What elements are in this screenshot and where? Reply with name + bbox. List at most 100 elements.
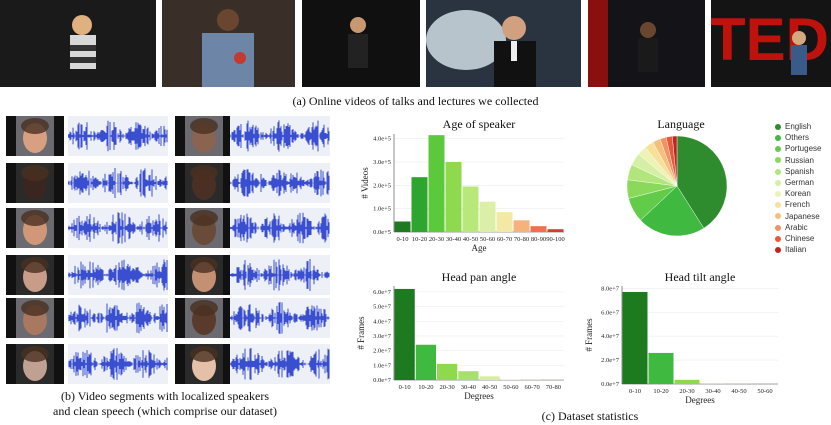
y-tick-label: 0.0e+7 xyxy=(601,381,620,388)
chart-title: Age of speaker xyxy=(443,117,516,131)
film-strip xyxy=(6,116,16,156)
film-strip xyxy=(54,208,64,248)
bar xyxy=(458,371,479,380)
legend-entry: French xyxy=(775,200,810,209)
film-strip xyxy=(175,344,185,384)
speaker-face-crop xyxy=(185,163,223,203)
y-axis-label: # Frames xyxy=(356,316,366,350)
speaker-face-crop xyxy=(185,298,223,338)
bar xyxy=(394,288,415,380)
legend-swatch xyxy=(775,235,781,242)
x-tick-label: 60-70 xyxy=(497,236,512,243)
y-tick-label: 1.0e+7 xyxy=(373,362,392,369)
bar xyxy=(415,344,436,380)
speech-waveform xyxy=(67,116,168,156)
speaker-face-crop xyxy=(16,255,54,295)
legend-label: Japanese xyxy=(785,211,820,221)
talk-photo-5 xyxy=(588,0,705,87)
film-strip xyxy=(223,255,233,295)
film-strip xyxy=(223,298,233,338)
y-tick-label: 1.0e+5 xyxy=(373,206,391,213)
bar xyxy=(445,162,462,232)
speaker-face-crop xyxy=(185,255,223,295)
film-strip xyxy=(223,344,233,384)
film-strip xyxy=(175,208,185,248)
film-strip xyxy=(223,116,233,156)
x-tick-label: 10-20 xyxy=(418,384,433,391)
legend-label: French xyxy=(785,200,810,210)
legend-entry: Arabic xyxy=(775,223,808,232)
speaker-face-crop xyxy=(16,344,54,384)
speech-waveform xyxy=(67,208,168,248)
y-tick-label: 3.0e+5 xyxy=(373,159,391,166)
film-strip xyxy=(6,208,16,248)
talk-photo-6: TED xyxy=(711,0,831,87)
speech-waveform xyxy=(67,344,168,384)
speech-waveform xyxy=(67,163,168,203)
y-axis-label: # Frames xyxy=(584,318,594,352)
film-strip xyxy=(6,344,16,384)
x-tick-label: 70-80 xyxy=(546,384,561,391)
film-strip xyxy=(175,163,185,203)
y-tick-label: 6.0e+7 xyxy=(373,289,392,296)
legend-swatch xyxy=(775,168,781,175)
film-strip xyxy=(6,163,16,203)
x-axis-label: Degrees xyxy=(464,391,494,401)
legend-entry: German xyxy=(775,178,814,187)
x-tick-label: 90-100 xyxy=(546,236,564,243)
x-tick-label: 30-40 xyxy=(705,388,720,395)
y-tick-label: 2.0e+5 xyxy=(373,182,391,189)
legend-entry: Korean xyxy=(775,189,811,198)
film-strip xyxy=(54,163,64,203)
talk-photo-1 xyxy=(0,0,156,87)
speaker-face-crop xyxy=(16,163,54,203)
y-tick-label: 5.0e+7 xyxy=(373,304,392,311)
speaker-face-crop xyxy=(16,208,54,248)
y-tick-label: 4.0e+7 xyxy=(601,333,620,340)
head-pan-chart: Head pan angle 0.0e+7 1.0e+7 2.0e+7 3.0e+7 4.… xyxy=(356,270,564,401)
x-tick-label: 30-40 xyxy=(461,384,476,391)
speech-waveform xyxy=(67,298,168,338)
legend-swatch xyxy=(775,157,781,164)
pie-slice xyxy=(672,135,678,187)
speech-waveform xyxy=(67,255,168,295)
y-tick-label: 3.0e+7 xyxy=(373,333,392,340)
legend-swatch xyxy=(775,213,781,220)
legend-entry: Chinese xyxy=(775,234,814,243)
y-tick-label: 8.0e+7 xyxy=(601,285,620,292)
film-strip xyxy=(6,255,16,295)
chart-title: Head tilt angle xyxy=(665,270,736,284)
legend-swatch xyxy=(775,179,781,186)
legend-label: Arabic xyxy=(785,222,808,232)
y-tick-label: 2.0e+7 xyxy=(373,348,392,355)
x-tick-label: 20-30 xyxy=(429,236,444,243)
speech-waveform xyxy=(229,116,330,156)
pie-slice xyxy=(640,185,705,237)
head-tilt-chart: Head tilt angle 0.0e+7 2.0e+7 4.0e+7 6.0e+7 8… xyxy=(584,270,778,405)
bar xyxy=(428,135,445,232)
y-tick-label: 4.0e+7 xyxy=(373,318,392,325)
legend-label: Spanish xyxy=(785,166,814,176)
x-tick-label: 80-90 xyxy=(531,236,546,243)
legend-label: Others xyxy=(785,133,810,143)
speaker-face-crop xyxy=(16,116,54,156)
speaker-face-crop xyxy=(185,344,223,384)
y-tick-label: 0.0e+5 xyxy=(373,229,391,236)
legend-swatch xyxy=(775,191,781,198)
bar xyxy=(513,220,530,232)
y-tick-label: 0.0e+7 xyxy=(373,377,392,384)
legend-swatch xyxy=(775,247,781,254)
legend-label: Russian xyxy=(785,155,814,165)
legend-entry: Portugese xyxy=(775,144,821,153)
chart-title: Language xyxy=(657,117,704,131)
x-tick-label: 10-20 xyxy=(653,388,668,395)
legend-swatch xyxy=(775,146,781,153)
bar xyxy=(648,352,674,384)
bar xyxy=(496,212,513,232)
pie-slice xyxy=(676,135,728,229)
film-strip xyxy=(54,116,64,156)
legend-swatch xyxy=(775,224,781,231)
x-tick-label: 50-60 xyxy=(480,236,495,243)
y-tick-label: 6.0e+7 xyxy=(601,309,620,316)
x-tick-label: 40-50 xyxy=(731,388,746,395)
